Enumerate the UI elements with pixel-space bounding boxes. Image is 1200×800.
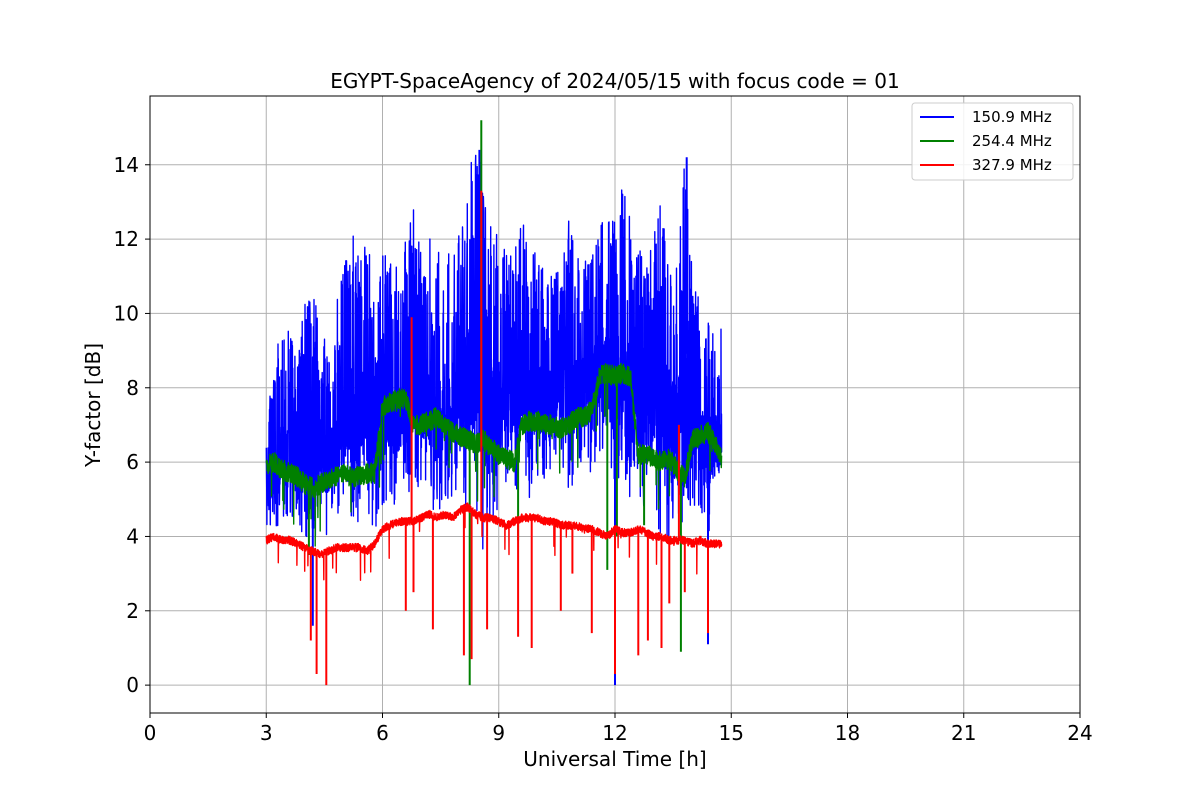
- legend: 150.9 MHz 254.4 MHz 327.9 MHz: [911, 102, 1074, 181]
- plot-data: [265, 120, 723, 686]
- series-line: [265, 362, 723, 547]
- y-tick-label: 10: [114, 301, 139, 325]
- y-tick-label: 12: [114, 227, 139, 251]
- legend-label: 150.9 MHz: [972, 108, 1052, 126]
- legend-label: 254.4 MHz: [972, 132, 1052, 150]
- legend-label: 327.9 MHz: [972, 156, 1052, 174]
- x-tick-label: 6: [376, 721, 389, 745]
- series-line: [265, 154, 723, 550]
- y-tick-label: 14: [114, 153, 139, 177]
- x-tick-label: 3: [260, 721, 273, 745]
- x-tick-label: 15: [719, 721, 744, 745]
- x-tick-label: 21: [951, 721, 976, 745]
- x-tick-label: 9: [492, 721, 505, 745]
- chart-title: EGYPT-SpaceAgency of 2024/05/15 with foc…: [330, 69, 899, 93]
- legend-box: [911, 102, 1074, 181]
- x-tick-label: 24: [1067, 721, 1092, 745]
- y-axis-label: Y-factor [dB]: [81, 343, 105, 468]
- x-tick-label: 0: [144, 721, 157, 745]
- x-tick-label: 12: [602, 721, 627, 745]
- series-line: [265, 502, 723, 581]
- y-tick-label: 2: [126, 599, 139, 623]
- x-tick-label: 18: [835, 721, 860, 745]
- y-tick-label: 0: [126, 673, 139, 697]
- y-tick-label: 4: [126, 524, 139, 548]
- y-tick-label: 6: [126, 450, 139, 474]
- x-axis-label: Universal Time [h]: [523, 747, 706, 771]
- y-tick-label: 8: [126, 376, 139, 400]
